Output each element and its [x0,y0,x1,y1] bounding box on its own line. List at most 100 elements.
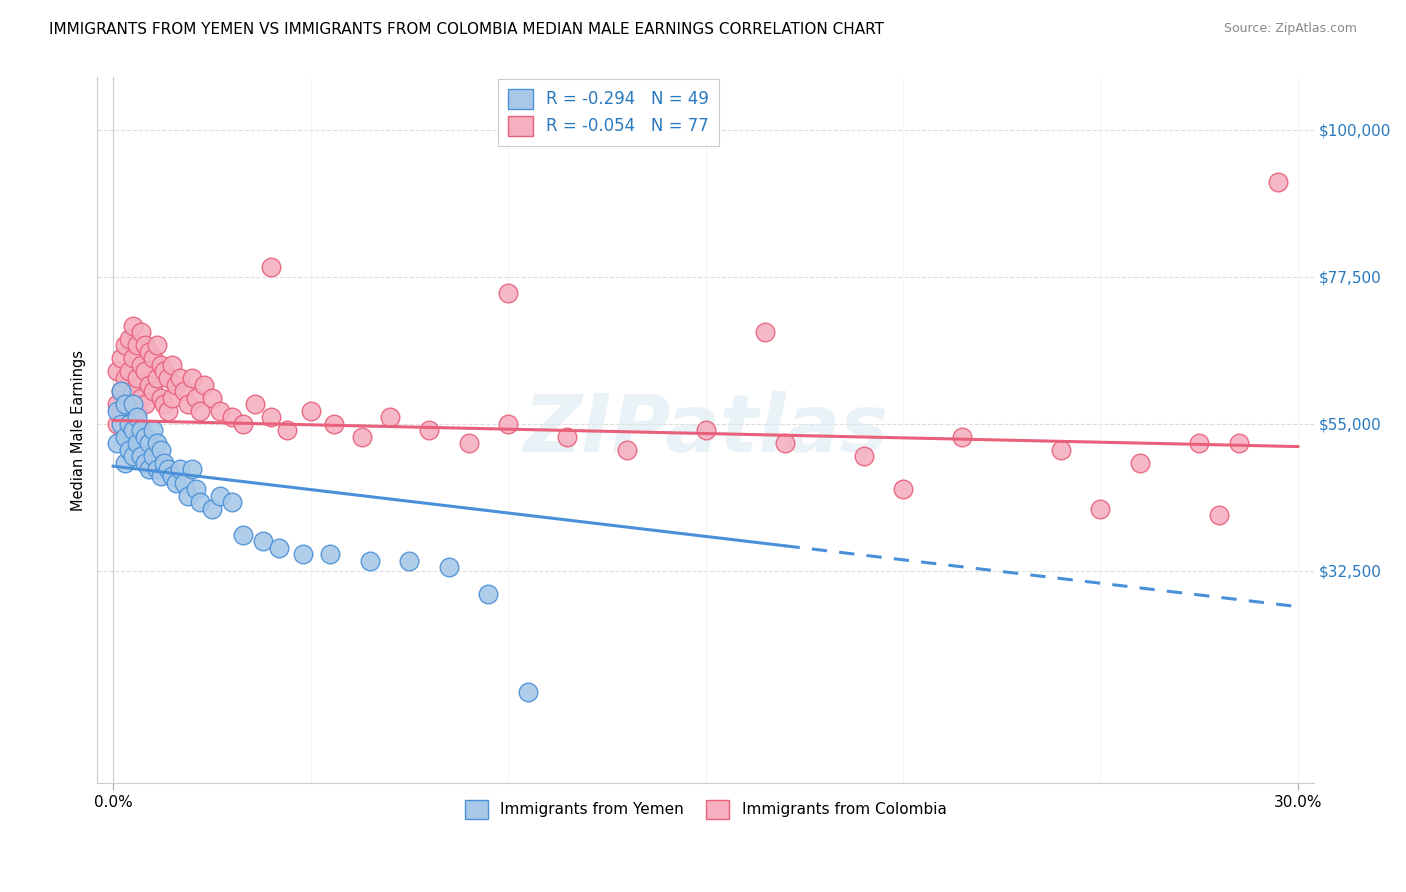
Point [181,462,204,476]
Point [162,391,184,405]
Point [118,417,141,431]
Point [145,462,167,476]
Point [134,456,156,470]
Point [129,450,152,464]
Point [149,391,172,405]
Point [260,410,283,425]
Point [125,410,148,425]
Point [208,403,231,417]
Point [221,495,243,509]
Point [184,391,207,405]
Point [110,384,132,398]
Point [193,377,215,392]
Point [129,391,152,405]
Point [105,436,128,450]
Point [122,397,145,411]
Point [1267,175,1289,189]
Point [181,371,204,385]
Point [208,489,231,503]
Point [754,325,776,339]
Point [291,547,314,561]
Point [125,403,148,417]
Point [142,384,165,398]
Point [1208,508,1230,523]
Point [252,534,274,549]
Point [114,456,136,470]
Point [105,403,128,417]
Point [129,423,152,437]
Point [1129,456,1152,470]
Point [616,442,638,457]
Point [149,469,172,483]
Point [122,318,145,333]
Point [188,403,211,417]
Point [122,450,145,464]
Point [169,371,191,385]
Point [398,554,420,568]
Point [201,501,224,516]
Point [496,286,519,301]
Point [157,371,180,385]
Point [299,403,322,417]
Point [118,332,141,346]
Point [110,384,132,398]
Point [149,442,172,457]
Point [122,351,145,366]
Point [105,364,128,378]
Point [153,397,176,411]
Point [110,417,132,431]
Y-axis label: Median Male Earnings: Median Male Earnings [72,350,86,511]
Point [114,430,136,444]
Point [1188,436,1211,450]
Point [134,364,156,378]
Point [173,384,195,398]
Point [165,377,187,392]
Point [129,358,152,372]
Point [891,482,914,496]
Text: Source: ZipAtlas.com: Source: ZipAtlas.com [1223,22,1357,36]
Point [162,358,184,372]
Point [418,423,440,437]
Point [122,423,145,437]
Point [695,423,717,437]
Point [157,403,180,417]
Text: ZIPatlas: ZIPatlas [523,392,889,469]
Point [950,430,973,444]
Point [359,554,381,568]
Point [173,475,195,490]
Point [1050,442,1073,457]
Point [245,397,267,411]
Point [110,403,132,417]
Point [142,423,165,437]
Point [260,260,283,274]
Point [232,528,254,542]
Point [232,417,254,431]
Point [114,371,136,385]
Point [134,338,156,352]
Point [323,417,346,431]
Point [157,462,180,476]
Point [105,397,128,411]
Point [149,358,172,372]
Point [165,475,187,490]
Point [114,397,136,411]
Point [138,436,160,450]
Point [177,489,200,503]
Point [110,351,132,366]
Legend: Immigrants from Yemen, Immigrants from Colombia: Immigrants from Yemen, Immigrants from C… [458,794,953,825]
Point [516,684,538,698]
Point [142,450,165,464]
Point [129,325,152,339]
Point [138,344,160,359]
Point [201,391,224,405]
Point [153,364,176,378]
Point [153,456,176,470]
Point [319,547,342,561]
Point [1090,501,1112,516]
Point [118,391,141,405]
Point [118,364,141,378]
Point [145,371,167,385]
Point [221,410,243,425]
Point [118,442,141,457]
Point [477,586,499,600]
